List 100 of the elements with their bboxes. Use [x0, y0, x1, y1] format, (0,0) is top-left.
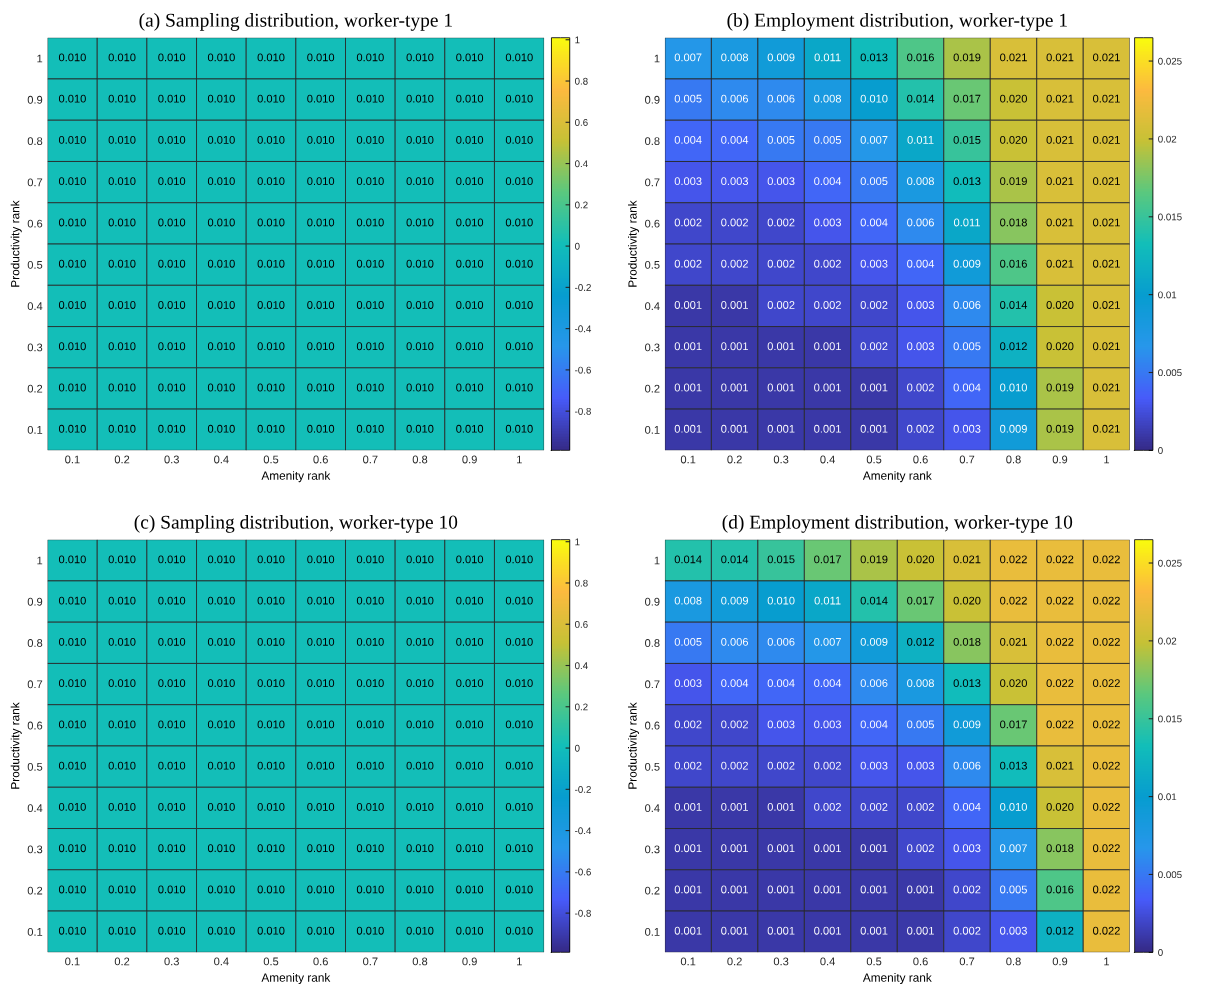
data-label: 0.010 — [257, 844, 285, 853]
data-label: 0.006 — [953, 301, 981, 309]
data-label: 0.010 — [356, 679, 384, 688]
data-label: 0.022 — [1093, 926, 1120, 935]
data-label: 0.022 — [1093, 637, 1120, 646]
data-label: 0.015 — [767, 555, 795, 564]
color-bar-label: 0.02 — [1158, 637, 1177, 645]
data-label: 0.010 — [1000, 383, 1027, 392]
data-label: 0.003 — [674, 679, 702, 688]
x-axis-title: Amenity rank — [862, 973, 932, 985]
data-label: 0.010 — [767, 596, 795, 605]
y-tick-label: 1 — [654, 54, 660, 63]
x-tick-label: 0.7 — [363, 455, 378, 464]
data-label: 0.004 — [767, 679, 795, 688]
data-label: 0.019 — [953, 53, 981, 62]
data-label: 0.004 — [814, 177, 842, 186]
data-label: 0.002 — [767, 259, 795, 268]
data-label: 0.010 — [257, 637, 285, 646]
data-label: 0.010 — [108, 926, 136, 935]
data-label: 0.010 — [406, 218, 434, 227]
data-label: 0.022 — [1046, 720, 1074, 729]
x-tick-label: 0.4 — [214, 957, 229, 966]
data-label: 0.010 — [356, 301, 384, 309]
y-tick-label: 0.4 — [27, 302, 43, 311]
data-label: 0.010 — [406, 53, 434, 62]
data-label: 0.010 — [456, 844, 484, 853]
data-label: 0.010 — [158, 803, 186, 811]
y-axis-title: Productivity rank — [10, 200, 22, 287]
data-label: 0.010 — [307, 596, 335, 605]
data-label: 0.010 — [356, 259, 384, 268]
data-label: 0.022 — [1046, 679, 1074, 688]
data-label: 0.010 — [505, 555, 533, 564]
color-bar-label: 0.005 — [1158, 369, 1182, 377]
x-tick-label: 1 — [517, 455, 522, 464]
data-label: 0.010 — [456, 637, 484, 646]
data-label: 0.010 — [356, 135, 384, 144]
data-label: 0.004 — [860, 218, 888, 227]
data-label: 0.010 — [108, 637, 136, 646]
y-tick-label: 0.9 — [27, 597, 43, 606]
y-tick-label: 1 — [37, 54, 43, 63]
data-label: 0.010 — [456, 383, 484, 392]
color-bar-label: 0.2 — [574, 703, 588, 711]
data-label: 0.010 — [108, 844, 136, 853]
data-label: 0.010 — [356, 218, 384, 227]
data-label: 0.001 — [721, 885, 748, 894]
data-label: 0.013 — [860, 53, 888, 62]
data-label: 0.020 — [907, 555, 935, 564]
data-label: 0.010 — [207, 803, 235, 811]
x-tick-label: 0.4 — [214, 455, 229, 464]
data-label: 0.021 — [1093, 53, 1120, 62]
data-label: 0.007 — [674, 53, 702, 62]
data-label: 0.003 — [814, 218, 841, 227]
data-label: 0.022 — [1000, 596, 1027, 605]
data-label: 0.010 — [307, 94, 335, 103]
data-label: 0.001 — [860, 383, 888, 392]
data-label: 0.010 — [58, 342, 86, 351]
data-label: 0.010 — [456, 94, 484, 103]
color-bar-label: -0.4 — [575, 325, 592, 333]
data-label: 0.010 — [307, 53, 335, 62]
data-label: 0.010 — [108, 259, 136, 268]
data-label: 0.017 — [1000, 720, 1027, 729]
data-label: 0.022 — [1046, 596, 1074, 605]
data-label: 0.010 — [456, 679, 484, 688]
data-label: 0.006 — [907, 218, 934, 227]
data-label: 0.010 — [257, 926, 285, 935]
data-label: 0.010 — [456, 555, 484, 564]
data-label: 0.004 — [721, 135, 749, 144]
x-tick-label: 0.6 — [913, 957, 928, 966]
data-label: 0.022 — [1093, 596, 1120, 605]
data-label: 0.010 — [108, 761, 136, 770]
data-label: 0.022 — [1093, 555, 1120, 564]
data-label: 0.009 — [860, 637, 888, 646]
data-label: 0.010 — [58, 720, 86, 729]
data-label: 0.010 — [505, 885, 533, 894]
data-label: 0.001 — [767, 926, 795, 935]
data-label: 0.010 — [257, 679, 285, 688]
data-label: 0.002 — [814, 803, 841, 811]
data-label: 0.010 — [307, 885, 335, 894]
color-bar-label: 0.025 — [1158, 57, 1182, 65]
data-label: 0.001 — [814, 844, 841, 853]
data-label: 0.001 — [814, 885, 841, 894]
data-label: 0.001 — [860, 926, 888, 935]
data-label: 0.019 — [1046, 383, 1074, 392]
data-label: 0.010 — [58, 596, 86, 605]
data-label: 0.010 — [307, 177, 335, 186]
data-label: 0.003 — [1000, 926, 1027, 935]
data-label: 0.002 — [767, 301, 795, 309]
data-label: 0.010 — [456, 596, 484, 605]
color-bar-label: 0 — [1158, 447, 1163, 454]
data-label: 0.010 — [505, 761, 533, 770]
data-label: 0.010 — [58, 844, 86, 853]
data-label: 0.021 — [1046, 259, 1074, 268]
data-label: 0.010 — [505, 596, 533, 605]
y-tick-label: 0.6 — [27, 219, 43, 228]
data-label: 0.020 — [1046, 803, 1074, 811]
data-label: 0.011 — [907, 135, 934, 144]
data-label: 0.010 — [257, 596, 285, 605]
data-label: 0.020 — [1046, 342, 1074, 351]
data-label: 0.014 — [907, 94, 935, 103]
data-label: 0.001 — [721, 301, 748, 309]
